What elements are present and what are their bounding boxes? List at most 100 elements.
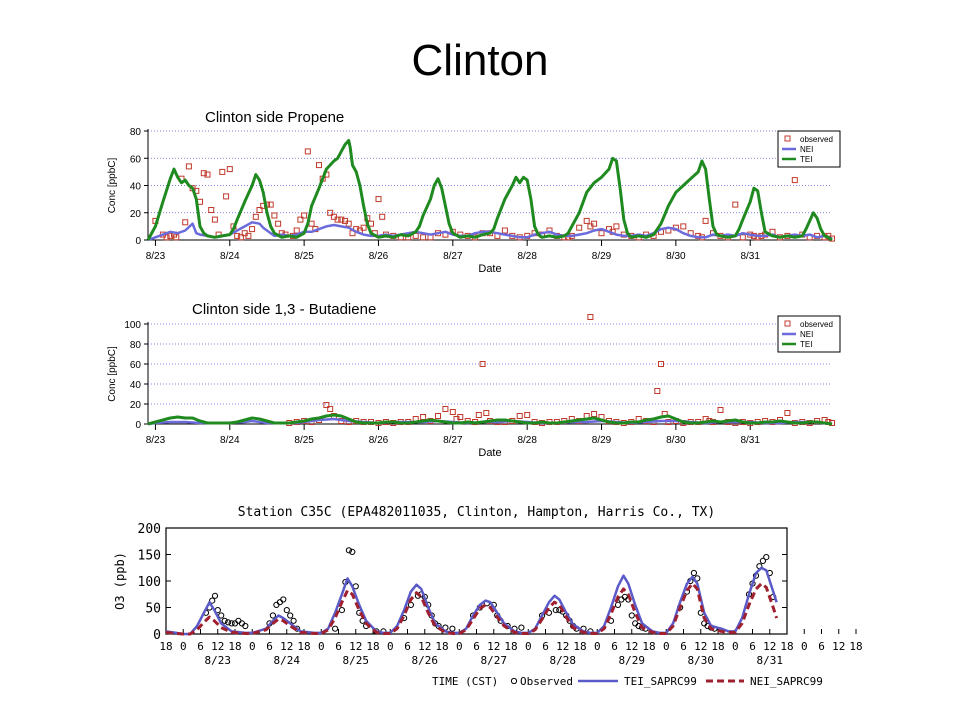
observed-point — [654, 388, 661, 394]
observed-point — [237, 234, 244, 241]
x-tick-label: 18 — [780, 640, 793, 653]
observed-point — [658, 361, 664, 367]
date-label: 8/29 — [619, 654, 646, 667]
observed-point — [763, 554, 770, 561]
observed-point — [518, 624, 525, 631]
butadiene-chart: Clinton side 1,3 - Butadiene 0 20 40 60 80 100… — [107, 301, 841, 459]
observed-point — [167, 232, 174, 239]
x-tick-label: 8/24 — [220, 251, 240, 262]
observed-point — [269, 612, 276, 619]
observed-point — [475, 412, 482, 418]
y-tick-label: 100 — [138, 575, 161, 590]
legend-label: Observed — [520, 675, 573, 688]
observed-point — [449, 625, 456, 632]
x-tick-label: 0 — [180, 640, 187, 653]
y-tick-label: 20 — [130, 400, 142, 411]
legend-label: NEI — [800, 145, 813, 154]
x-tick-label: 8/29 — [592, 251, 612, 262]
observed-point — [420, 234, 427, 241]
x-tick-label: 8/28 — [517, 251, 537, 262]
x-tick-label: 18 — [711, 640, 724, 653]
date-label: 8/28 — [550, 654, 577, 667]
observed-point — [209, 597, 216, 604]
x-tick-label: 8/25 — [294, 251, 314, 262]
legend-label: TEI — [800, 340, 812, 349]
observed-point — [739, 234, 746, 241]
observed-point — [267, 201, 274, 208]
x-tick-label: 12 — [418, 640, 431, 653]
observed-point — [591, 220, 598, 227]
y-tick-label: 100 — [124, 320, 141, 331]
observed-point — [228, 620, 235, 627]
x-tick-label: 8/30 — [666, 251, 686, 262]
observed-point — [297, 216, 304, 223]
y-tick-label: 150 — [138, 549, 161, 564]
x-tick-label: 0 — [387, 640, 394, 653]
y-tick-label: 80 — [130, 340, 142, 351]
x-tick-label: 18 — [849, 640, 862, 653]
x-tick-label: 8/31 — [740, 251, 760, 262]
observed-point — [702, 217, 709, 224]
x-tick-label: 12 — [280, 640, 293, 653]
observed-point — [256, 207, 263, 213]
observed-point — [182, 219, 189, 226]
x-tick-label: 6 — [404, 640, 411, 653]
x-tick-label: 0 — [801, 640, 808, 653]
x-axis-label: Date — [478, 263, 501, 275]
observed-point — [304, 148, 311, 155]
x-tick-label: 8/30 — [666, 435, 686, 446]
x-tick-label: 18 — [435, 640, 448, 653]
y-tick-label: 0 — [135, 420, 141, 431]
observed-point — [185, 163, 192, 170]
date-label: 8/25 — [343, 654, 370, 667]
series-line-tei — [147, 413, 833, 426]
observed-point — [338, 216, 345, 223]
x-tick-label: 12 — [763, 640, 776, 653]
legend-marker — [784, 320, 791, 327]
chart-title: Clinton side 1,3 - Butadiene — [192, 301, 376, 318]
date-label: 8/31 — [757, 654, 784, 667]
x-tick-label: 8/26 — [369, 251, 389, 262]
observed-point — [280, 596, 287, 603]
observed-point — [587, 314, 594, 320]
y-tick-label: 40 — [130, 380, 142, 391]
observed-point — [591, 411, 598, 417]
series-line-nei — [147, 221, 833, 242]
observed-point — [218, 612, 225, 619]
y-tick-label: 0 — [153, 628, 161, 643]
observed-point — [717, 407, 724, 413]
x-tick-label: 18 — [366, 640, 379, 653]
observed-point — [234, 232, 241, 239]
x-tick-label: 6 — [749, 640, 756, 653]
date-label: 8/26 — [412, 654, 439, 667]
x-tick-label: 12 — [556, 640, 569, 653]
observed-point — [680, 223, 687, 230]
chart-title: Station C35C (EPA482011035, Clinton, Ham… — [238, 505, 715, 520]
observed-point — [249, 226, 256, 233]
x-tick-label: 6 — [818, 640, 825, 653]
legend-label: TEI_SAPRC99 — [624, 675, 697, 688]
observed-point — [420, 414, 427, 420]
date-label: 8/24 — [274, 654, 301, 667]
observed-point — [323, 402, 330, 408]
x-tick-label: 8/27 — [443, 251, 463, 262]
observed-point — [332, 625, 339, 632]
x-tick-label: 12 — [487, 640, 500, 653]
observed-point — [759, 557, 767, 565]
ozone-chart: Station C35C (EPA482011035, Clinton, Ham… — [113, 505, 863, 688]
plot-frame — [165, 527, 788, 635]
x-tick-label: 8/25 — [294, 435, 314, 446]
series-line-tei — [146, 139, 833, 242]
propene-chart: Clinton side Propene 0 20 40 60 80 8/23 8/24 8/2… — [107, 109, 841, 275]
x-tick-label: 8/27 — [443, 435, 463, 446]
observed-point — [613, 223, 620, 230]
observed-point — [457, 414, 464, 420]
y-tick-label: 60 — [130, 154, 142, 165]
observed-point — [501, 227, 508, 234]
observed-point — [345, 220, 352, 227]
x-tick-label: 6 — [542, 640, 549, 653]
observed-point — [223, 193, 230, 200]
observed-point — [163, 234, 170, 241]
observed-point — [252, 213, 259, 220]
